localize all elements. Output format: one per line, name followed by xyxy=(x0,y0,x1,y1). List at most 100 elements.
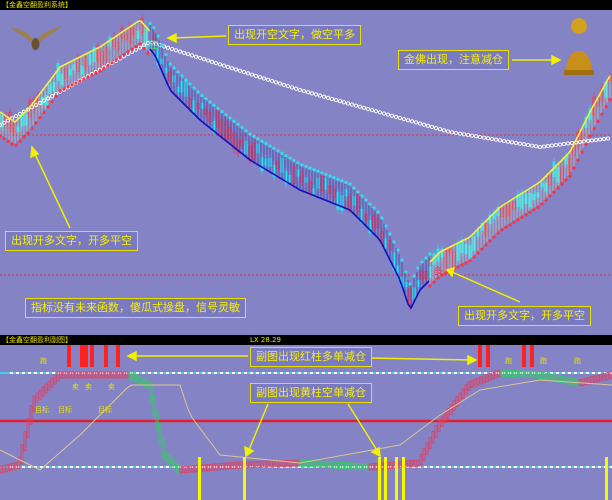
white-dot xyxy=(286,372,289,374)
white-dot xyxy=(460,466,463,468)
white-dot xyxy=(46,466,49,468)
white-dot xyxy=(124,466,127,468)
oscillator-bar xyxy=(95,371,99,379)
oscillator-bar xyxy=(8,463,12,472)
white-dot xyxy=(226,466,229,468)
white-dot xyxy=(532,372,535,374)
oscillator-bar xyxy=(491,371,495,380)
oscillator-bar xyxy=(50,377,54,388)
cyan-resistance-dot xyxy=(424,256,428,260)
long-ma-dot xyxy=(209,59,215,64)
red-support-dot xyxy=(70,83,74,87)
long-ma-dot xyxy=(369,108,375,113)
long-ma-dot xyxy=(213,61,219,66)
white-dot xyxy=(172,372,175,374)
long-ma-dot xyxy=(581,139,587,144)
oscillator-bar xyxy=(557,375,561,383)
oscillator-bar xyxy=(476,377,480,386)
long-ma-dot xyxy=(273,80,279,85)
white-dot xyxy=(280,466,283,468)
oscillator-bar xyxy=(443,412,447,424)
oscillator-bar xyxy=(503,369,507,377)
cyan-resistance-dot xyxy=(276,149,280,153)
red-support-dot xyxy=(102,66,106,70)
buy-signal-label: 多 xyxy=(434,267,444,277)
long-ma-dot xyxy=(557,142,563,147)
white-dot xyxy=(478,372,481,374)
long-ma-dot xyxy=(229,66,235,71)
long-ma-dot xyxy=(449,130,455,135)
white-dot xyxy=(430,466,433,468)
oscillator-bar xyxy=(485,373,489,382)
white-dot xyxy=(340,466,343,468)
oscillator-bar xyxy=(596,374,600,383)
white-dot xyxy=(10,372,13,374)
oscillator-bar xyxy=(293,459,297,467)
oscillator-bar xyxy=(92,371,96,379)
cyan-resistance-dot xyxy=(412,274,416,278)
white-dot xyxy=(562,372,565,374)
oscillator-bar xyxy=(89,371,93,379)
white-dot xyxy=(454,466,457,468)
red-support-dot xyxy=(142,46,146,51)
white-dot xyxy=(316,372,319,374)
long-ma-dot xyxy=(317,93,323,98)
oscillator-bar xyxy=(440,416,444,428)
white-dot xyxy=(502,466,505,468)
red-support-dot xyxy=(110,61,114,65)
oscillator-bar xyxy=(356,462,360,470)
white-dot xyxy=(202,466,205,468)
white-dot xyxy=(334,466,337,468)
long-ma-dot xyxy=(293,86,299,91)
long-ma-dot xyxy=(381,111,387,116)
sub-indicator-chart[interactable] xyxy=(0,345,612,500)
red-reduce-bar xyxy=(80,345,84,367)
sub-panel-title[interactable]: 【金鑫空翻盈利副图】 xyxy=(2,336,72,344)
oscillator-bar xyxy=(47,380,51,391)
red-support-dot xyxy=(556,186,560,190)
white-dot xyxy=(544,372,547,374)
long-ma-dot xyxy=(253,73,259,78)
oscillator-bar xyxy=(209,463,213,471)
cyan-resistance-dot xyxy=(248,132,252,136)
white-dot xyxy=(406,372,409,374)
main-panel-title[interactable]: 【金鑫空翻盈利系统】 xyxy=(2,1,72,9)
sub-label: 跑 xyxy=(574,357,581,365)
oscillator-bar xyxy=(131,372,135,381)
cyan-resistance-dot xyxy=(380,216,384,220)
long-ma-dot xyxy=(329,96,335,102)
white-dot xyxy=(292,466,295,468)
oscillator-bar xyxy=(338,461,342,469)
red-support-dot xyxy=(528,210,532,214)
long-ma-dot xyxy=(357,104,363,109)
annotation-buy-signal-2: 出现开多文字，开多平空 xyxy=(458,306,591,326)
cyan-resistance-dot xyxy=(300,163,304,167)
main-price-chart[interactable] xyxy=(0,10,612,335)
cyan-resistance-dot xyxy=(184,78,188,82)
oscillator-bar xyxy=(515,370,519,378)
sub-label: 跑 xyxy=(540,357,547,365)
white-dot xyxy=(508,466,511,468)
white-dot xyxy=(304,372,307,374)
long-ma-dot xyxy=(37,100,43,105)
red-support-dot xyxy=(54,94,58,98)
white-dot xyxy=(526,466,529,468)
oscillator-bar xyxy=(26,418,30,439)
white-dot xyxy=(184,466,187,468)
oscillator-bar xyxy=(455,396,459,408)
oscillator-bar xyxy=(512,370,516,378)
red-support-dot xyxy=(524,213,528,217)
long-ma-dot xyxy=(377,110,383,115)
long-ma-dot xyxy=(525,142,531,148)
red-support-dot xyxy=(444,271,448,275)
cyan-resistance-dot xyxy=(268,144,272,148)
oscillator-bar xyxy=(551,373,555,382)
oscillator-bar xyxy=(473,378,477,387)
red-support-dot xyxy=(572,166,576,170)
cyan-resistance-dot xyxy=(360,194,364,198)
oscillator-bar xyxy=(536,371,540,379)
cyan-resistance-dot xyxy=(284,154,288,158)
white-dot xyxy=(82,372,85,374)
white-dot xyxy=(196,466,199,468)
white-dot xyxy=(430,372,433,374)
